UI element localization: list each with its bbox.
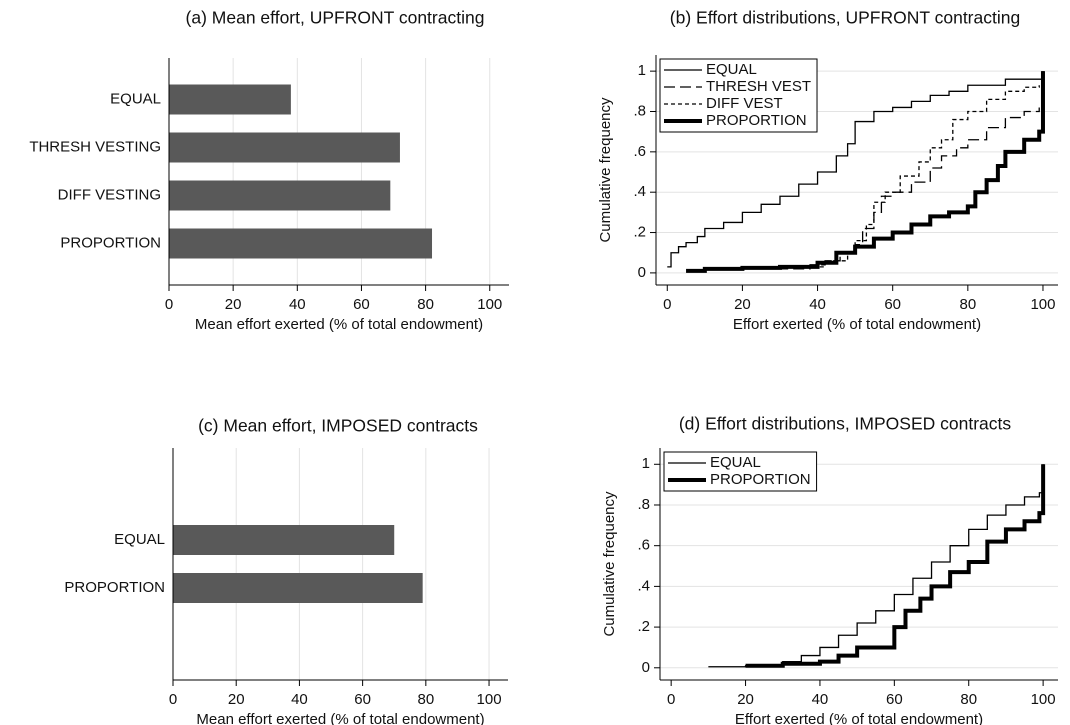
chart-title: (b) Effort distributions, UPFRONT contra… (670, 8, 1020, 28)
y-tick-label: .8 (637, 496, 650, 513)
category-label: THRESH VESTING (29, 138, 161, 155)
bar (173, 525, 395, 555)
legend-label: PROPORTION (710, 471, 811, 488)
x-tick-label: 60 (353, 296, 370, 313)
x-tick-label: 100 (1030, 296, 1055, 313)
cdf-line (708, 464, 1044, 668)
y-tick-label: .2 (637, 618, 650, 635)
x-tick-label: 40 (289, 296, 306, 313)
x-tick-label: 20 (737, 691, 754, 708)
cdf-line (798, 85, 1040, 268)
y-tick-label: 1 (638, 62, 646, 79)
y-tick-label: .4 (637, 577, 650, 594)
x-tick-label: 60 (354, 691, 371, 708)
x-tick-label: 20 (228, 691, 245, 708)
y-tick-label: 0 (638, 264, 646, 281)
category-label: PROPORTION (60, 234, 161, 251)
legend-label: DIFF VEST (706, 95, 783, 112)
x-tick-label: 0 (165, 296, 173, 313)
x-tick-label: 0 (169, 691, 177, 708)
bar (169, 228, 433, 259)
y-tick-label: .6 (633, 143, 646, 160)
y-tick-label: 0 (642, 659, 650, 676)
x-tick-label: 40 (812, 691, 829, 708)
x-tick-label: 40 (809, 296, 826, 313)
cdf-line (745, 464, 1046, 668)
x-tick-label: 100 (477, 296, 502, 313)
x-tick-label: 80 (960, 691, 977, 708)
cdf-line (667, 71, 1044, 268)
x-axis-label: Mean effort exerted (% of total endowmen… (195, 316, 483, 333)
x-tick-label: 20 (225, 296, 242, 313)
x-tick-label: 60 (884, 296, 901, 313)
legend-label: PROPORTION (706, 112, 807, 129)
legend-label: EQUAL (710, 454, 761, 471)
x-tick-label: 0 (667, 691, 675, 708)
x-axis-label: Mean effort exerted (% of total endowmen… (196, 711, 484, 725)
legend-label: THRESH VEST (706, 78, 811, 95)
chart-title: (c) Mean effort, IMPOSED contracts (198, 416, 478, 436)
y-axis-label: Cumulative frequency (597, 97, 614, 243)
chart-title: (a) Mean effort, UPFRONT contracting (186, 8, 485, 28)
x-axis-label: Effort exerted (% of total endowment) (735, 711, 983, 725)
x-tick-label: 80 (959, 296, 976, 313)
y-axis-label: Cumulative frequency (601, 491, 618, 637)
x-tick-label: 100 (1031, 691, 1056, 708)
y-tick-label: .6 (637, 537, 650, 554)
bar (169, 180, 391, 211)
category-label: EQUAL (110, 90, 161, 107)
x-tick-label: 60 (886, 691, 903, 708)
x-tick-label: 100 (477, 691, 502, 708)
cdf-line (761, 107, 1040, 270)
x-tick-label: 80 (417, 691, 434, 708)
cdf-line (686, 71, 1045, 273)
x-axis-label: Effort exerted (% of total endowment) (733, 316, 981, 333)
chart-title: (d) Effort distributions, IMPOSED contra… (679, 414, 1012, 434)
bar (173, 573, 423, 603)
legend-box (663, 451, 818, 492)
x-tick-label: 0 (663, 296, 671, 313)
category-label: DIFF VESTING (58, 186, 161, 203)
category-label: PROPORTION (64, 579, 165, 596)
y-tick-label: .4 (633, 183, 646, 200)
bar (169, 84, 291, 115)
legend-label: EQUAL (706, 61, 757, 78)
x-tick-label: 40 (291, 691, 308, 708)
category-label: EQUAL (114, 531, 165, 548)
x-tick-label: 80 (417, 296, 434, 313)
y-tick-label: .2 (633, 224, 646, 241)
bar (169, 132, 400, 163)
x-tick-label: 20 (734, 296, 751, 313)
y-tick-label: .8 (633, 102, 646, 119)
y-tick-label: 1 (642, 455, 650, 472)
